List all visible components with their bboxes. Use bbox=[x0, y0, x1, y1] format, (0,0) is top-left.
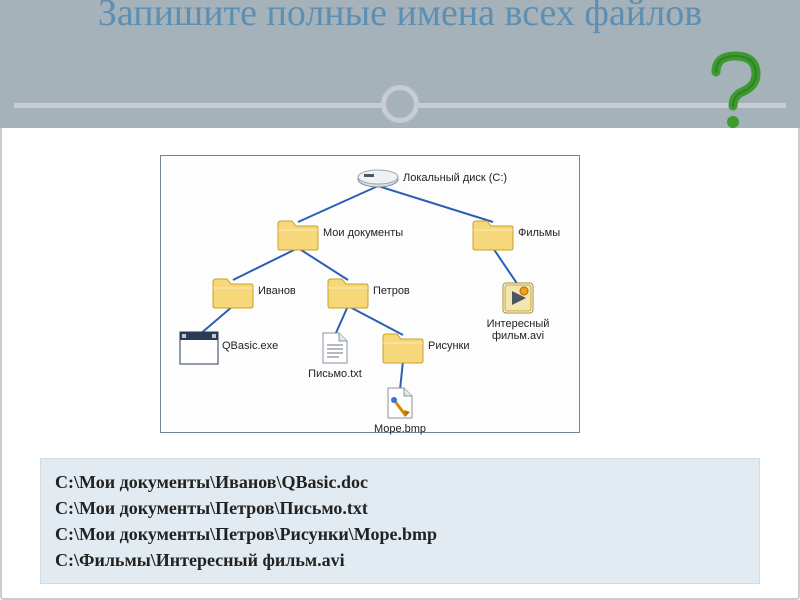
node-label: Иванов bbox=[258, 285, 296, 297]
node-docs: Мои документы bbox=[276, 218, 320, 255]
node-label: Петров bbox=[373, 285, 410, 297]
node-films: Фильмы bbox=[471, 218, 515, 255]
node-ivanov: Иванов bbox=[211, 276, 255, 313]
answer-line: C:\Мои документы\Иванов\QBasic.doc bbox=[55, 469, 745, 495]
node-pics: Рисунки bbox=[381, 331, 425, 368]
question-mark-icon bbox=[700, 50, 770, 135]
node-label: Море.bmp bbox=[374, 423, 426, 435]
node-label: QBasic.exe bbox=[222, 340, 278, 352]
answers-box: C:\Мои документы\Иванов\QBasic.doc C:\Мо… bbox=[40, 458, 760, 584]
node-label: Мои документы bbox=[323, 227, 403, 239]
slide-title: Запишите полные имена всех файлов bbox=[0, 0, 800, 34]
file-tree-diagram: Локальный диск (C:) Мои документы Фильмы… bbox=[160, 155, 580, 433]
node-label: Фильмы bbox=[518, 227, 560, 239]
node-qbasic: QBasic.exe bbox=[179, 331, 219, 368]
node-label: Рисунки bbox=[428, 340, 470, 352]
node-letter: Письмо.txt bbox=[321, 331, 349, 368]
answer-line: C:\Фильмы\Интересный фильм.avi bbox=[55, 547, 745, 573]
node-label: Интересныйфильм.avi bbox=[487, 318, 550, 342]
title-circle bbox=[381, 85, 419, 123]
node-petrov: Петров bbox=[326, 276, 370, 313]
answer-line: C:\Мои документы\Петров\Письмо.txt bbox=[55, 495, 745, 521]
node-movie: Интересныйфильм.avi bbox=[501, 281, 535, 318]
node-root: Локальный диск (C:) bbox=[356, 168, 400, 193]
node-more: Море.bmp bbox=[386, 386, 414, 423]
answer-line: C:\Мои документы\Петров\Рисунки\Море.bmp bbox=[55, 521, 745, 547]
node-label: Письмо.txt bbox=[308, 368, 362, 380]
node-label: Локальный диск (C:) bbox=[403, 172, 507, 184]
